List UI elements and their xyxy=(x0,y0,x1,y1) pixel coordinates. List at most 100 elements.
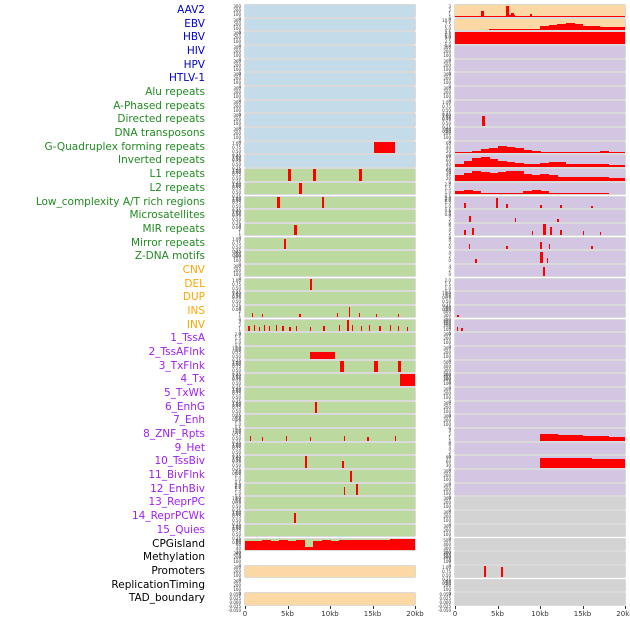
y-tick-label: 200 xyxy=(233,90,241,96)
y-tick-label: 300 xyxy=(233,551,241,557)
y-tick-label: 300 xyxy=(443,414,451,420)
data-bar xyxy=(341,461,344,468)
data-bar xyxy=(398,360,402,373)
y-tick-label: 0.0 xyxy=(444,293,451,299)
y-tick-label: 100 xyxy=(233,271,241,277)
y-tick-label: 0.25 xyxy=(232,371,241,377)
track-panel-right xyxy=(455,169,625,181)
data-bar xyxy=(523,163,533,167)
track-panel-left xyxy=(245,305,415,318)
data-bar xyxy=(608,436,618,441)
y-tick-label: 0.75 xyxy=(232,391,241,397)
y-tick-label: 0 xyxy=(448,535,451,541)
y-axis-ticks: 300 200 100 0 xyxy=(417,579,453,595)
y-tick-label: 100 xyxy=(443,518,451,524)
track-panel-left xyxy=(245,100,415,113)
y-tick-label: 0 xyxy=(448,412,451,418)
y-axis-ticks: 300 200 100 0 xyxy=(417,319,453,335)
y-tick-label: 0.50 xyxy=(232,285,241,291)
track-label: L1 repeats xyxy=(149,168,205,181)
data-bar xyxy=(480,172,490,181)
y-tick-label: 0.50 xyxy=(442,299,451,305)
track-row: 9_Het 1.00 0.75 0.50 0.25 0.00 6 4 2 0 xyxy=(0,442,630,462)
y-tick-label: 0.00 xyxy=(442,115,451,121)
y-tick-label: 0.75 xyxy=(232,363,241,369)
y-tick-label: 100 xyxy=(233,572,241,578)
x-axis-tick xyxy=(540,606,541,609)
track-label: Methylation xyxy=(143,551,205,564)
y-tick-label: 0.50 xyxy=(232,203,241,209)
data-bar xyxy=(557,193,567,195)
track-panel-left xyxy=(245,319,415,332)
data-bar xyxy=(321,540,331,551)
data-bar xyxy=(463,173,473,181)
y-axis-ticks: 1.00 0.75 0.50 0.25 0.00 xyxy=(207,155,243,175)
y-tick-label: 0 xyxy=(448,152,451,158)
y-tick-label: 7.5 xyxy=(444,31,451,37)
y-tick-label: 0.50 xyxy=(232,244,241,250)
data-bar xyxy=(548,151,558,154)
track-panel-right xyxy=(455,347,625,359)
track-label: 12_EnhBiv xyxy=(150,482,205,495)
y-tick-label: 1.0 xyxy=(234,422,241,428)
y-tick-label: 0.25 xyxy=(232,440,241,446)
data-bar xyxy=(358,169,362,181)
y-tick-label: 0.75 xyxy=(232,144,241,150)
y-tick-label: 0.25 xyxy=(232,303,241,309)
data-bar xyxy=(557,152,567,154)
y-tick-label: 0.75 xyxy=(232,527,241,533)
y-tick-label: 200 xyxy=(443,500,451,506)
y-axis-ticks: 1.00 0.75 0.50 0.25 0.00 xyxy=(207,388,243,408)
y-axis-ticks: 1.00 0.75 0.50 0.25 0.00 xyxy=(207,524,243,544)
y-tick-label: 0.75 xyxy=(442,103,451,109)
track-row: 12_EnhBiv 2.0 1.5 1.0 0.5 0.0 300 200 100 0 xyxy=(0,482,630,503)
y-tick-label: 1.00 xyxy=(442,113,451,119)
y-axis-ticks: 300 200 100 0 xyxy=(207,264,243,280)
track-panel-right xyxy=(455,87,625,99)
y-tick-label: 500 xyxy=(443,537,451,543)
y-tick-label: 60 xyxy=(445,168,451,174)
track-label: 1_TssA xyxy=(170,332,205,345)
data-bar xyxy=(480,192,490,195)
data-bar xyxy=(540,433,550,441)
y-tick-label: 1.5 xyxy=(234,486,241,492)
data-bar xyxy=(565,193,575,195)
track-panel-left xyxy=(245,347,415,359)
y-tick-label: 100 xyxy=(443,94,451,100)
y-tick-label: 200 xyxy=(233,582,241,588)
data-bar xyxy=(489,193,499,195)
track-row: INS 3 2 1 0 500 400 300 200 100 0 xyxy=(0,305,630,329)
track-panel-right xyxy=(455,565,625,578)
track-panel-right xyxy=(455,333,625,345)
y-tick-label: 1.0 xyxy=(234,490,241,496)
y-tick-label: 0.75 xyxy=(232,404,241,410)
y-tick-label: 200 xyxy=(443,555,451,561)
y-tick-label: 200 xyxy=(443,418,451,424)
y-tick-label: 200 xyxy=(443,90,451,96)
data-bar xyxy=(245,541,255,551)
y-tick-label: 100 xyxy=(233,66,241,72)
data-bar xyxy=(608,151,618,154)
data-bar xyxy=(399,374,415,386)
y-axis-ticks: 2.0 1.5 1.0 0.5 0.0 xyxy=(207,333,243,353)
track-panel-right xyxy=(455,579,625,592)
track-label: 2_TssAFlnk xyxy=(148,346,205,358)
y-tick-label: 0.50 xyxy=(232,463,241,469)
y-tick-label: 2 xyxy=(448,449,451,455)
data-bar xyxy=(497,146,507,154)
y-tick-label: 200 xyxy=(233,267,241,273)
track-panel-right xyxy=(455,141,625,154)
y-tick-label: 1 xyxy=(238,312,241,318)
y-axis-ticks: 300 200 100 0 xyxy=(207,100,243,116)
data-bar xyxy=(616,15,625,17)
data-bar xyxy=(616,458,625,468)
y-axis-ticks: 10.0 7.5 5.0 2.5 0.0 xyxy=(417,18,453,38)
y-tick-label: 0.25 xyxy=(232,358,241,363)
data-bar xyxy=(543,266,546,277)
y-tick-label: 4 xyxy=(448,263,451,269)
track-panel-right xyxy=(455,456,625,468)
y-tick-label: 0.5 xyxy=(234,344,241,350)
data-bar xyxy=(506,170,516,181)
y-tick-label: 5.0 xyxy=(444,25,451,31)
